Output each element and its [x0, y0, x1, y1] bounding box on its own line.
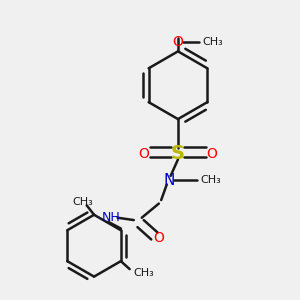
Text: O: O [139, 146, 149, 161]
Text: CH₃: CH₃ [202, 37, 223, 46]
Text: CH₃: CH₃ [134, 268, 154, 278]
Text: O: O [153, 231, 164, 245]
Text: NH: NH [102, 211, 121, 224]
Text: CH₃: CH₃ [72, 197, 93, 207]
Text: O: O [206, 146, 217, 161]
Text: O: O [172, 34, 183, 49]
Text: N: N [164, 172, 175, 188]
Text: CH₃: CH₃ [200, 175, 221, 185]
Text: S: S [171, 144, 185, 163]
